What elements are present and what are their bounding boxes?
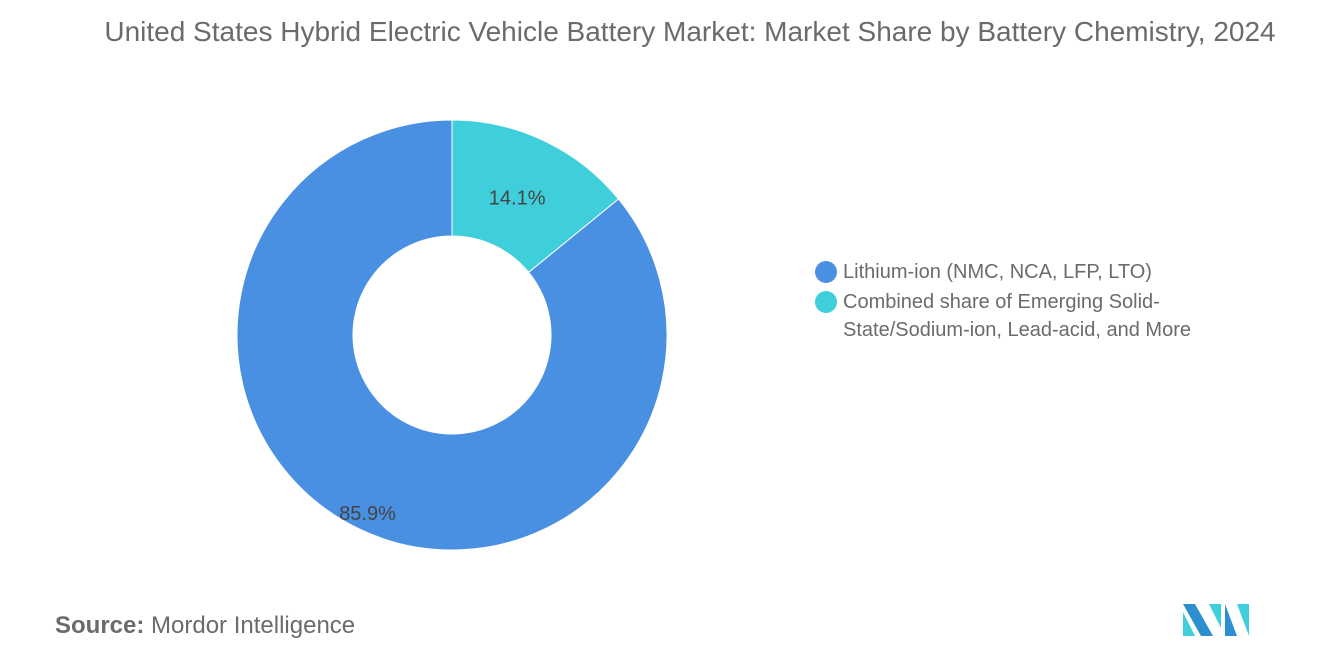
donut-slice-0[interactable] [451, 119, 620, 274]
legend-label: Lithium-ion (NMC, NCA, LFP, LTO) [843, 261, 1152, 283]
source-value: Mordor Intelligence [151, 612, 356, 639]
legend-swatch [815, 261, 837, 283]
legend-label: Combined share of Emerging Solid-State/S… [843, 291, 1191, 341]
source-label: Source: [55, 612, 145, 639]
mordor-intelligence-logo [1183, 604, 1249, 636]
legend-item-others[interactable]: Combined share of Emerging Solid-State/S… [815, 288, 1235, 344]
legend-item-lithium-ion[interactable]: Lithium-ion (NMC, NCA, LFP, LTO) [815, 258, 1235, 286]
data-label-1: 85.9% [339, 503, 396, 525]
source-note: Source: Mordor Intelligence [55, 612, 355, 640]
data-label-0: 14.1% [489, 188, 546, 210]
chart-title: United States Hybrid Electric Vehicle Ba… [104, 16, 1276, 47]
donut-chart: 14.1% 85.9% [236, 119, 668, 551]
legend: Lithium-ion (NMC, NCA, LFP, LTO) Combine… [815, 258, 1235, 346]
donut-slice-1[interactable] [236, 119, 668, 551]
legend-swatch [815, 291, 837, 313]
